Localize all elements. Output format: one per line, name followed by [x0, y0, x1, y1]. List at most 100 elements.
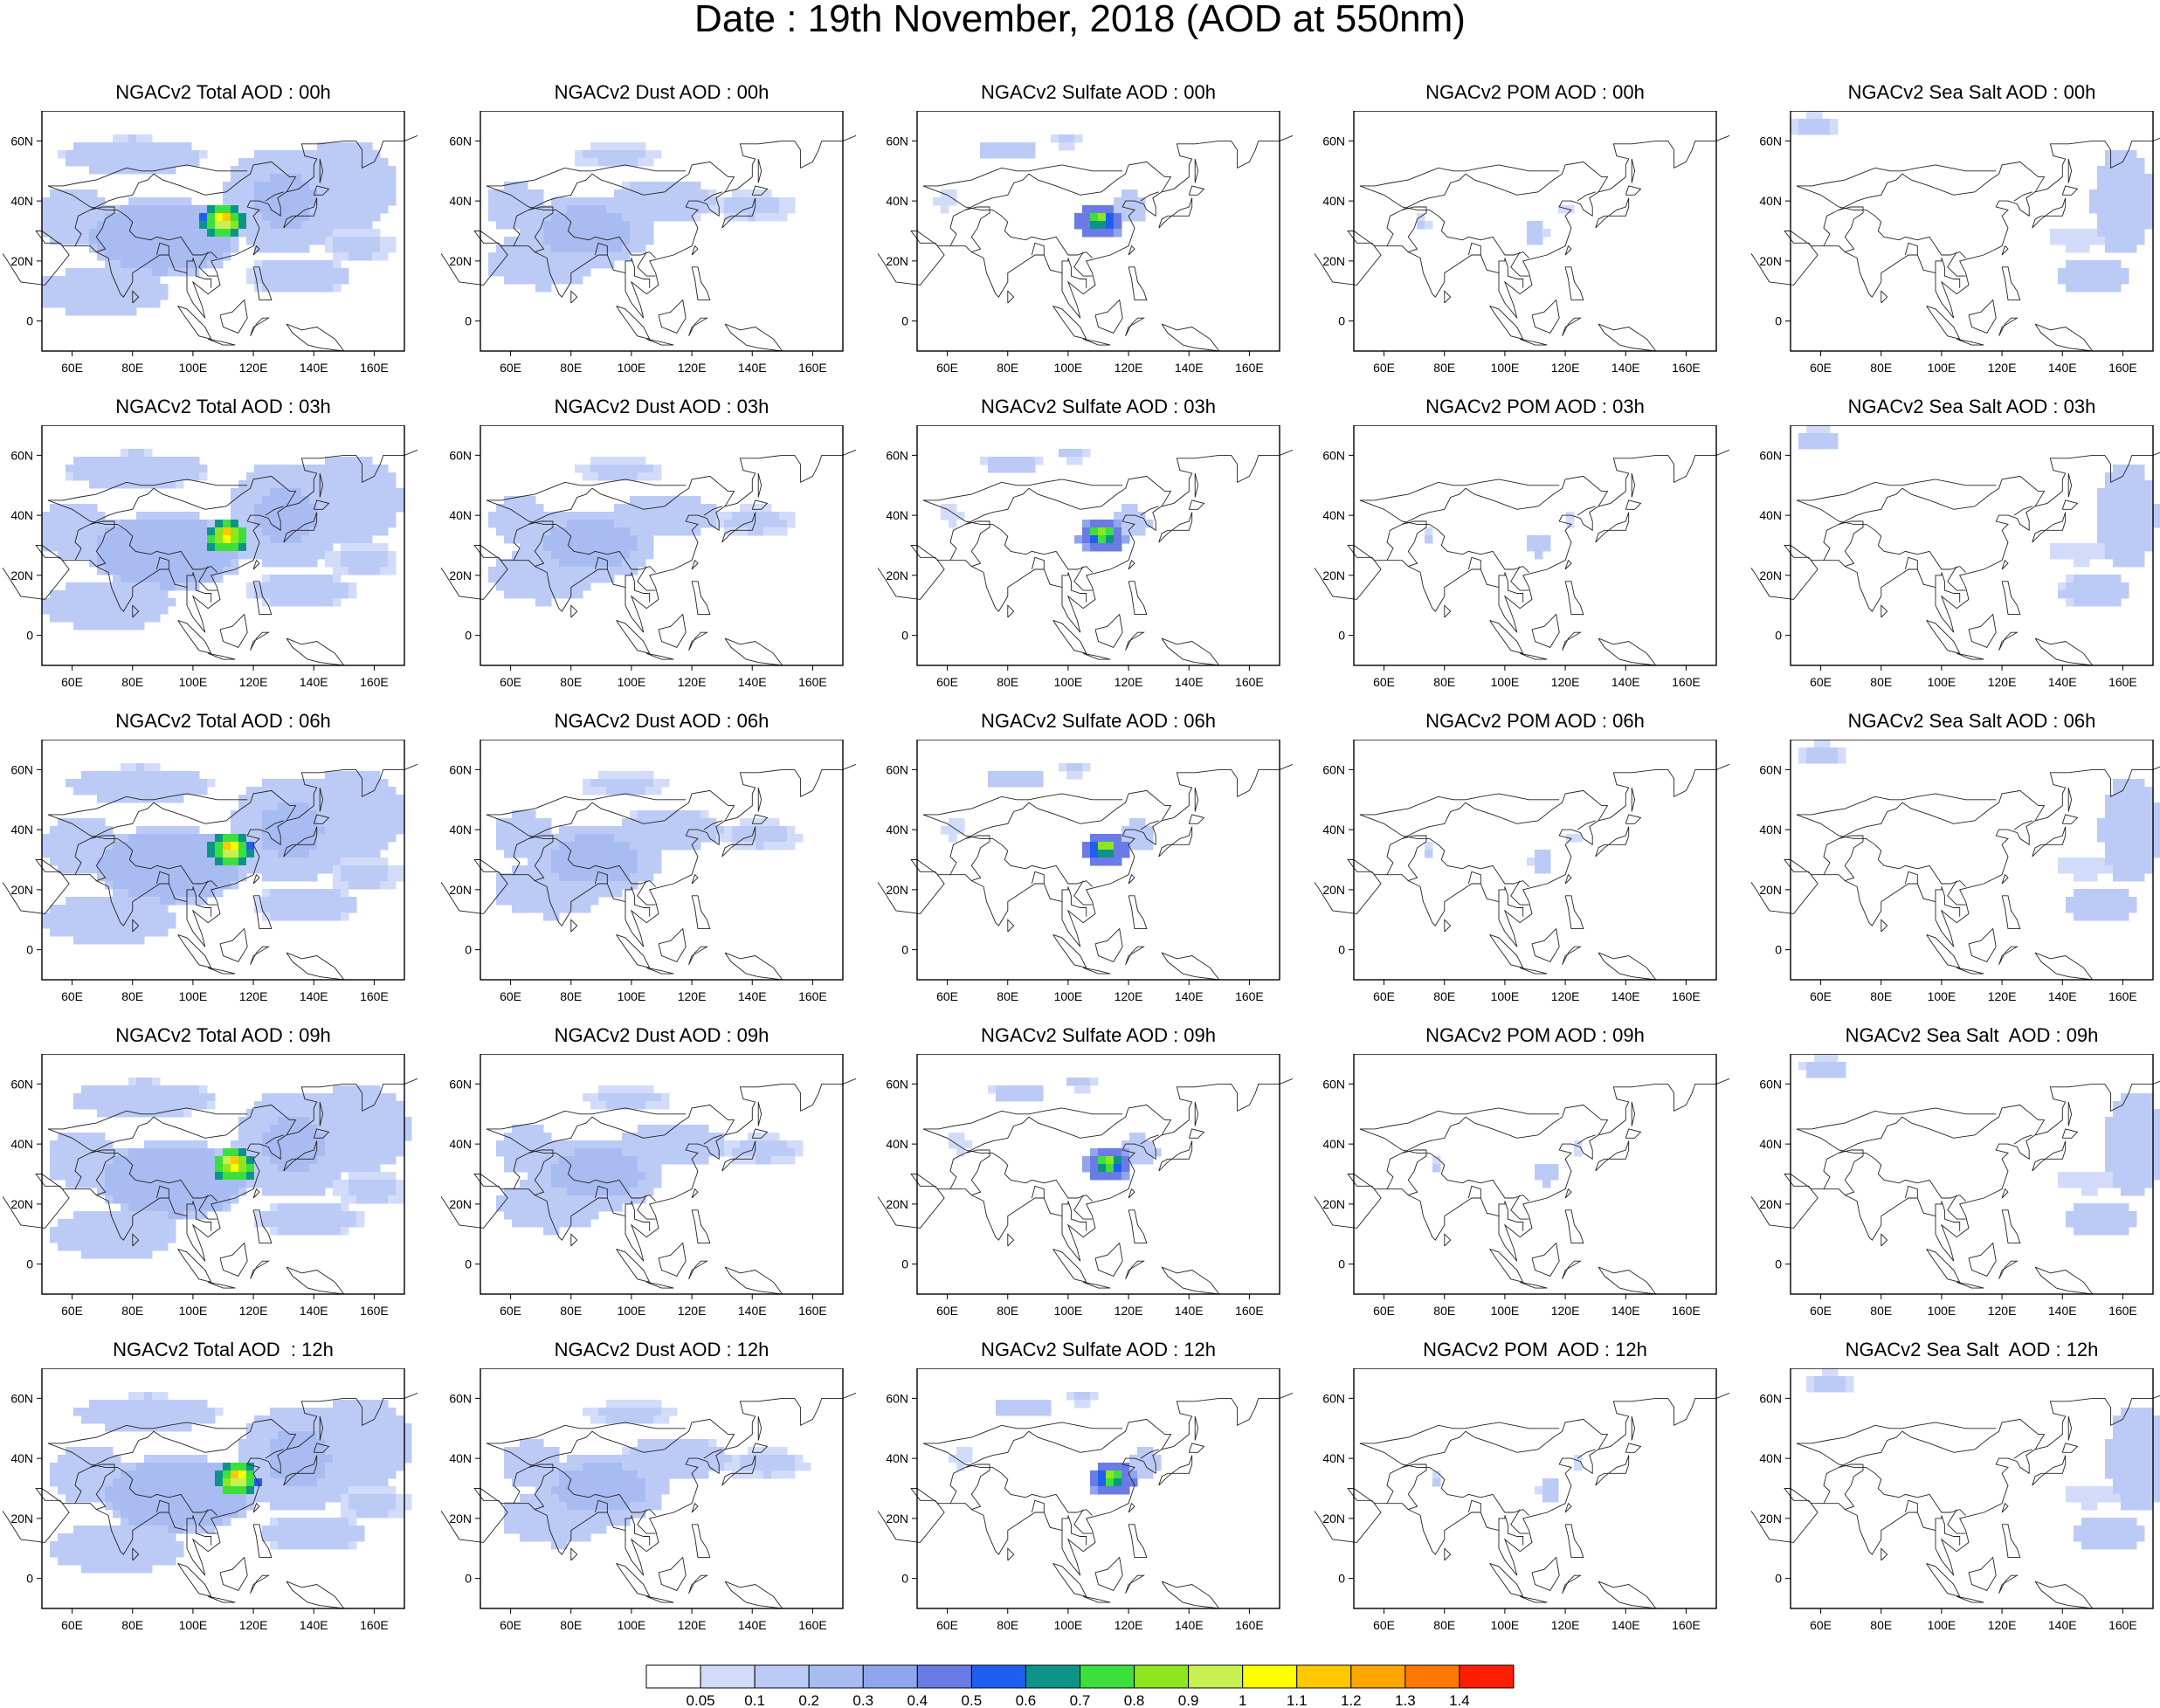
aod-cell	[317, 810, 326, 819]
aod-cell	[207, 857, 216, 866]
aod-cell	[176, 795, 184, 803]
coastline	[878, 134, 1293, 319]
aod-cell	[262, 465, 271, 473]
lat-tick-label: 0	[26, 314, 33, 328]
aod-cell	[73, 598, 82, 607]
lat-tick-label: 60N	[1322, 448, 1345, 462]
aod-cell	[191, 158, 200, 167]
aod-cell	[590, 472, 599, 481]
aod-cell	[254, 1172, 263, 1181]
aod-cell	[293, 197, 302, 206]
aod-cell	[301, 496, 310, 505]
aod-cell	[278, 1164, 286, 1173]
aod-cell	[488, 189, 497, 198]
aod-cell	[638, 472, 646, 481]
aod-cell	[333, 142, 342, 151]
aod-cell	[2081, 857, 2090, 866]
aod-cell	[168, 1235, 176, 1243]
aod-cell	[136, 1235, 145, 1243]
aod-cell	[763, 512, 772, 520]
aod-cell	[325, 1140, 334, 1149]
aod-cell	[341, 802, 349, 811]
aod-cell	[58, 300, 66, 308]
aod-cell	[42, 535, 51, 544]
aod-cell	[622, 818, 631, 827]
aod-cell	[677, 496, 686, 505]
aod-cell	[73, 197, 82, 206]
aod-cell	[152, 606, 161, 615]
aod-cell	[105, 1188, 114, 1196]
aod-cell	[622, 1085, 631, 1094]
aod-cell	[2113, 802, 2122, 811]
lon-tick-label: 60E	[1810, 675, 1832, 689]
aod-cell	[645, 1093, 654, 1102]
aod-cell	[152, 913, 161, 921]
aod-cell	[89, 771, 98, 780]
aod-cell	[168, 512, 176, 520]
aod-cell	[559, 559, 568, 568]
aod-cell	[559, 590, 568, 599]
coastline	[949, 206, 990, 253]
aod-cell	[105, 1148, 114, 1157]
aod-cell	[128, 457, 137, 465]
aod-cell	[614, 559, 623, 568]
aod-cell	[504, 197, 513, 206]
aod-cell	[614, 889, 623, 898]
aod-cell	[740, 504, 749, 513]
aod-cell	[348, 472, 357, 481]
aod-cell	[559, 244, 568, 253]
aod-cell	[238, 1164, 247, 1173]
aod-cell	[168, 881, 176, 890]
aod-cell	[73, 936, 82, 945]
coastline	[2001, 266, 2021, 301]
aod-cell	[341, 1203, 349, 1212]
aod-cell	[301, 221, 310, 230]
aod-cell	[121, 1101, 129, 1110]
aod-cell	[1527, 543, 1535, 552]
aod-cell	[97, 1109, 106, 1118]
aod-cell	[740, 842, 749, 851]
aod-cell	[89, 158, 98, 167]
aod-cell	[81, 818, 90, 827]
aod-cell	[254, 787, 263, 795]
aod-cell	[136, 1156, 145, 1165]
aod-cell	[325, 276, 334, 285]
aod-cell	[356, 150, 365, 159]
aod-cell	[543, 873, 552, 882]
aod-cell	[231, 189, 239, 198]
aod-cell	[372, 567, 381, 575]
aod-cell	[535, 575, 544, 583]
aod-cell	[199, 1140, 208, 1149]
aod-cell	[278, 575, 286, 583]
aod-cell	[2074, 229, 2082, 238]
aod-cell	[496, 252, 505, 261]
aod-cell	[293, 229, 302, 238]
aod-cell	[128, 1164, 137, 1173]
aod-cell	[286, 834, 294, 843]
aod-cell	[278, 1219, 286, 1228]
aod-cell	[270, 504, 279, 513]
coastline	[1359, 499, 1529, 573]
aod-cell	[685, 520, 694, 528]
aod-cell	[598, 260, 607, 269]
aod-cell	[638, 182, 646, 190]
aod-cell	[144, 472, 153, 481]
aod-cell	[223, 197, 231, 206]
coastline	[177, 619, 212, 654]
aod-cell	[356, 221, 365, 230]
aod-cell	[988, 779, 997, 788]
aod-cell	[66, 857, 74, 866]
aod-cell	[2113, 205, 2122, 214]
aod-cell	[207, 889, 216, 898]
aod-cell	[388, 244, 397, 253]
aod-cell	[325, 1172, 334, 1181]
map-frame	[480, 740, 844, 981]
aod-cell	[364, 1140, 373, 1149]
lat-tick-label: 0	[1775, 314, 1782, 328]
lon-tick-label: 140E	[300, 989, 328, 1003]
aod-cell	[301, 174, 310, 183]
lon-tick-label: 100E	[179, 1304, 208, 1318]
aod-cell	[73, 457, 82, 465]
aod-cell	[372, 802, 381, 811]
aod-cell	[207, 213, 216, 222]
